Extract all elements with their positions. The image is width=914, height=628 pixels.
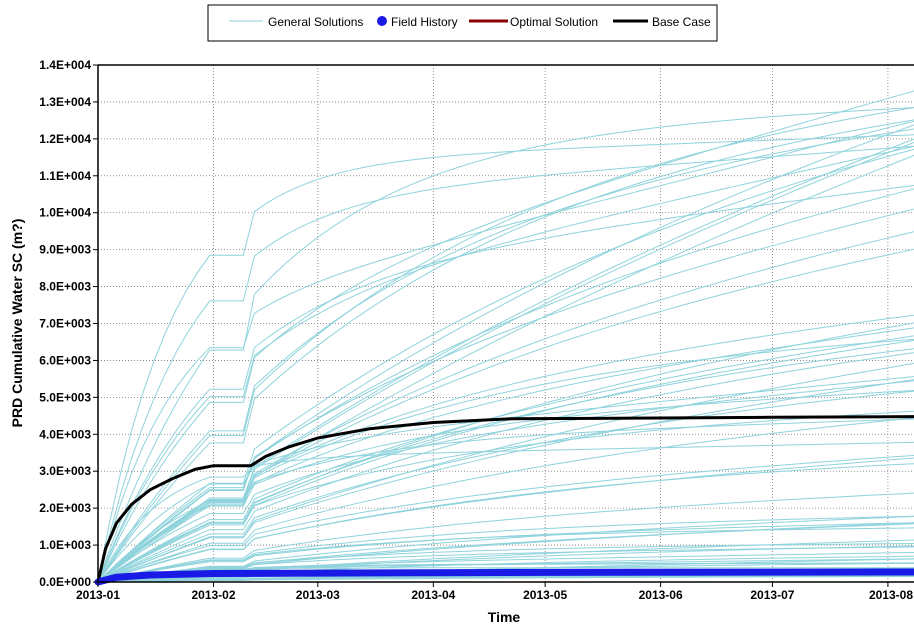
general-solution-line [97, 339, 914, 583]
general-solution-line [97, 543, 914, 583]
general-solution-line [97, 441, 914, 583]
legend-label-base-case: Base Case [652, 15, 711, 29]
general-solution-line [97, 457, 914, 583]
general-solution-line [97, 335, 914, 583]
x-tick-label: 2013-01 [76, 588, 120, 602]
general-solution-line [97, 124, 914, 583]
y-tick-label: 6.0E+003 [39, 353, 91, 367]
x-tick-label: 2013-08 [869, 588, 913, 602]
y-axis-ticks: 0.0E+000 1.0E+003 2.0E+003 3.0E+003 4.0E+003… [39, 58, 98, 589]
general-solution-line [97, 567, 914, 583]
x-tick-label: 2013-06 [639, 588, 683, 602]
y-tick-label: 1.1E+004 [39, 169, 91, 183]
legend-label-optimal-solution: Optimal Solution [510, 15, 598, 29]
y-axis-title: PRD Cumulative Water SC (m?) [9, 219, 25, 428]
general-solution-line [97, 119, 914, 583]
general-solution-line [97, 410, 914, 583]
y-tick-label: 1.4E+004 [39, 58, 91, 72]
general-solution-line [97, 107, 914, 583]
general-solution-line [97, 390, 914, 583]
general-solution-line [97, 314, 914, 583]
general-solution-line [97, 492, 914, 583]
general-solution-line [97, 379, 914, 583]
x-tick-label: 2013-02 [191, 588, 235, 602]
y-tick-label: 1.2E+004 [39, 132, 91, 146]
base-case-line [96, 415, 914, 584]
general-solution-line [97, 522, 914, 583]
general-solution-line [97, 128, 914, 583]
general-solution-line [97, 417, 914, 583]
general-solution-line [97, 390, 914, 583]
x-tick-label: 2013-07 [750, 588, 794, 602]
x-axis-ticks: 2013-01 2013-02 2013-03 2013-04 2013-05 2013-… [76, 582, 913, 602]
y-tick-label: 2.0E+003 [39, 501, 91, 515]
general-solution-line [97, 231, 914, 583]
y-tick-label: 7.0E+003 [39, 317, 91, 331]
x-tick-label: 2013-05 [523, 588, 567, 602]
general-solution-line [97, 546, 914, 583]
general-solution-line [97, 327, 914, 583]
y-tick-label: 5.0E+003 [39, 390, 91, 404]
general-solution-line [97, 107, 914, 583]
legend-box [207, 4, 718, 42]
x-axis-title: Time [488, 609, 521, 625]
general-solution-line [97, 248, 914, 583]
general-solution-line [97, 352, 914, 583]
general-solution-line [97, 188, 914, 583]
general-solutions-lines [97, 90, 914, 583]
y-tick-label: 1.0E+003 [39, 538, 91, 552]
x-tick-label: 2013-03 [296, 588, 340, 602]
y-tick-label: 8.0E+003 [39, 280, 91, 294]
general-solution-line [97, 574, 914, 583]
y-tick-label: 1.0E+004 [39, 206, 91, 220]
general-solution-line [97, 185, 914, 583]
general-solution-line [97, 516, 914, 583]
general-solution-line [97, 134, 914, 583]
general-solution-line [97, 149, 914, 583]
y-tick-label: 4.0E+003 [39, 427, 91, 441]
general-solution-line [97, 120, 914, 583]
general-solution-line [97, 138, 914, 583]
y-tick-label: 1.3E+004 [39, 95, 91, 109]
x-tick-label: 2013-04 [411, 588, 455, 602]
general-solution-line [97, 515, 914, 583]
general-solution-line [97, 208, 914, 583]
legend-swatch-field-history [377, 16, 387, 26]
series-layer [94, 415, 914, 586]
legend-label-general-solutions: General Solutions [268, 15, 363, 29]
legend: General Solutions Field History Optimal … [207, 4, 718, 42]
general-solution-line [97, 145, 914, 583]
y-tick-label: 3.0E+003 [39, 464, 91, 478]
general-solution-line [97, 558, 914, 583]
y-tick-label: 0.0E+000 [39, 575, 91, 589]
general-solution-line [97, 142, 914, 583]
grid [98, 64, 914, 582]
field-history-line [94, 568, 914, 586]
y-tick-label: 9.0E+003 [39, 243, 91, 257]
general-solution-line [97, 145, 914, 583]
general-solution-line [97, 362, 914, 583]
general-solution-line [97, 454, 914, 583]
general-solution-line [97, 90, 914, 583]
legend-label-field-history: Field History [391, 15, 458, 29]
